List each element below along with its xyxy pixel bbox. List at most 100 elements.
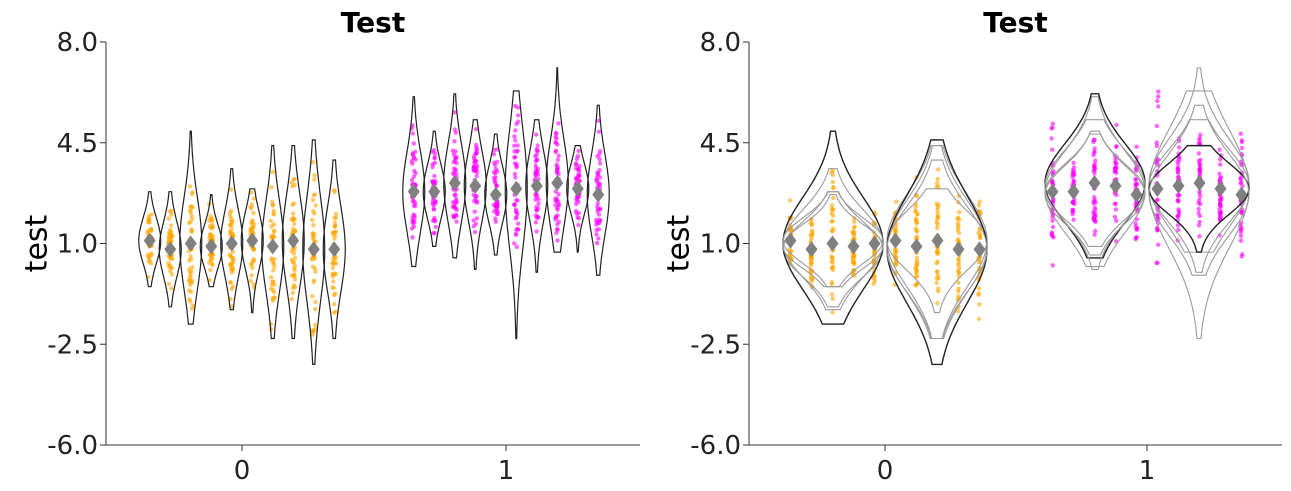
- data-point: [454, 207, 459, 213]
- data-point: [431, 203, 437, 208]
- data-point: [292, 221, 297, 227]
- data-point: [596, 236, 601, 241]
- data-point: [311, 279, 316, 285]
- data-point: [272, 256, 277, 262]
- data-point: [147, 216, 152, 222]
- data-point: [450, 200, 456, 205]
- data-point: [533, 220, 539, 225]
- data-point: [491, 152, 497, 157]
- data-point: [1196, 151, 1202, 156]
- data-point: [411, 198, 416, 204]
- data-point: [271, 208, 276, 213]
- data-point: [1197, 219, 1202, 225]
- data-point: [410, 161, 415, 166]
- data-point: [934, 269, 940, 274]
- mean-marker: [1109, 177, 1122, 194]
- data-point: [249, 190, 254, 195]
- data-point: [313, 306, 318, 312]
- data-point: [809, 222, 814, 228]
- data-point: [809, 260, 814, 266]
- data-point: [189, 191, 195, 197]
- data-point: [272, 295, 277, 300]
- data-point: [534, 192, 539, 197]
- data-point: [1197, 234, 1202, 239]
- violin: [886, 139, 988, 366]
- data-point: [576, 222, 581, 228]
- violin: [886, 159, 988, 340]
- violin: [1148, 90, 1250, 340]
- data-point: [290, 184, 295, 189]
- data-point: [830, 172, 835, 177]
- data-point: [169, 272, 175, 277]
- data-point: [976, 316, 982, 321]
- data-point: [1114, 218, 1119, 223]
- mean-marker: [973, 241, 986, 258]
- data-point: [451, 152, 456, 157]
- data-point: [454, 219, 459, 224]
- violin: [261, 144, 285, 340]
- data-point: [575, 167, 581, 172]
- data-point: [331, 279, 336, 284]
- data-point: [291, 272, 297, 278]
- data-point: [830, 179, 835, 185]
- data-point: [432, 230, 437, 236]
- data-point: [915, 212, 920, 217]
- data-point: [829, 259, 834, 265]
- violin: [422, 130, 446, 248]
- data-point: [168, 223, 174, 228]
- data-point: [189, 269, 194, 274]
- data-point: [330, 261, 336, 266]
- mean-marker: [931, 232, 944, 249]
- data-point: [594, 178, 599, 183]
- data-point: [290, 290, 295, 296]
- data-point: [512, 134, 517, 139]
- data-point: [830, 219, 835, 224]
- data-point: [473, 197, 478, 202]
- data-point: [893, 225, 899, 230]
- data-point: [1133, 177, 1138, 182]
- data-point: [310, 160, 316, 165]
- violin: [281, 144, 305, 340]
- chart-panel-0: Test test 8.0 4.5 1.0 -2.5 -6.0 0 1: [20, 6, 640, 486]
- data-point: [830, 296, 835, 301]
- data-point: [411, 174, 417, 179]
- data-point: [596, 129, 602, 134]
- data-point: [187, 288, 192, 293]
- data-point: [1156, 94, 1161, 99]
- data-point: [250, 265, 255, 271]
- data-point: [515, 143, 520, 148]
- y-tick-label: 8.0: [700, 28, 741, 58]
- data-point: [1218, 157, 1223, 162]
- data-point: [513, 138, 518, 143]
- violin: [484, 133, 508, 256]
- y-axis-label: test: [20, 214, 55, 272]
- data-point: [555, 207, 560, 212]
- data-point: [1050, 218, 1055, 223]
- data-point: [292, 277, 298, 282]
- mean-marker: [1088, 175, 1101, 192]
- data-point: [976, 291, 981, 296]
- data-point: [1155, 260, 1160, 265]
- mean-marker: [889, 232, 902, 249]
- data-point: [209, 252, 214, 257]
- data-point: [291, 211, 296, 216]
- data-point: [935, 210, 941, 216]
- data-point: [269, 235, 275, 240]
- data-point: [831, 226, 836, 231]
- data-point: [432, 156, 437, 161]
- mean-marker: [510, 180, 523, 197]
- data-point: [576, 148, 581, 154]
- data-point: [227, 223, 232, 228]
- data-point: [331, 285, 336, 291]
- data-point: [830, 310, 835, 315]
- data-point: [1239, 254, 1244, 259]
- data-point: [1133, 235, 1139, 241]
- data-point: [515, 221, 521, 226]
- data-point: [251, 196, 257, 201]
- data-point: [1091, 200, 1096, 206]
- data-point: [1238, 131, 1244, 136]
- violin: [782, 130, 884, 325]
- data-point: [188, 257, 194, 262]
